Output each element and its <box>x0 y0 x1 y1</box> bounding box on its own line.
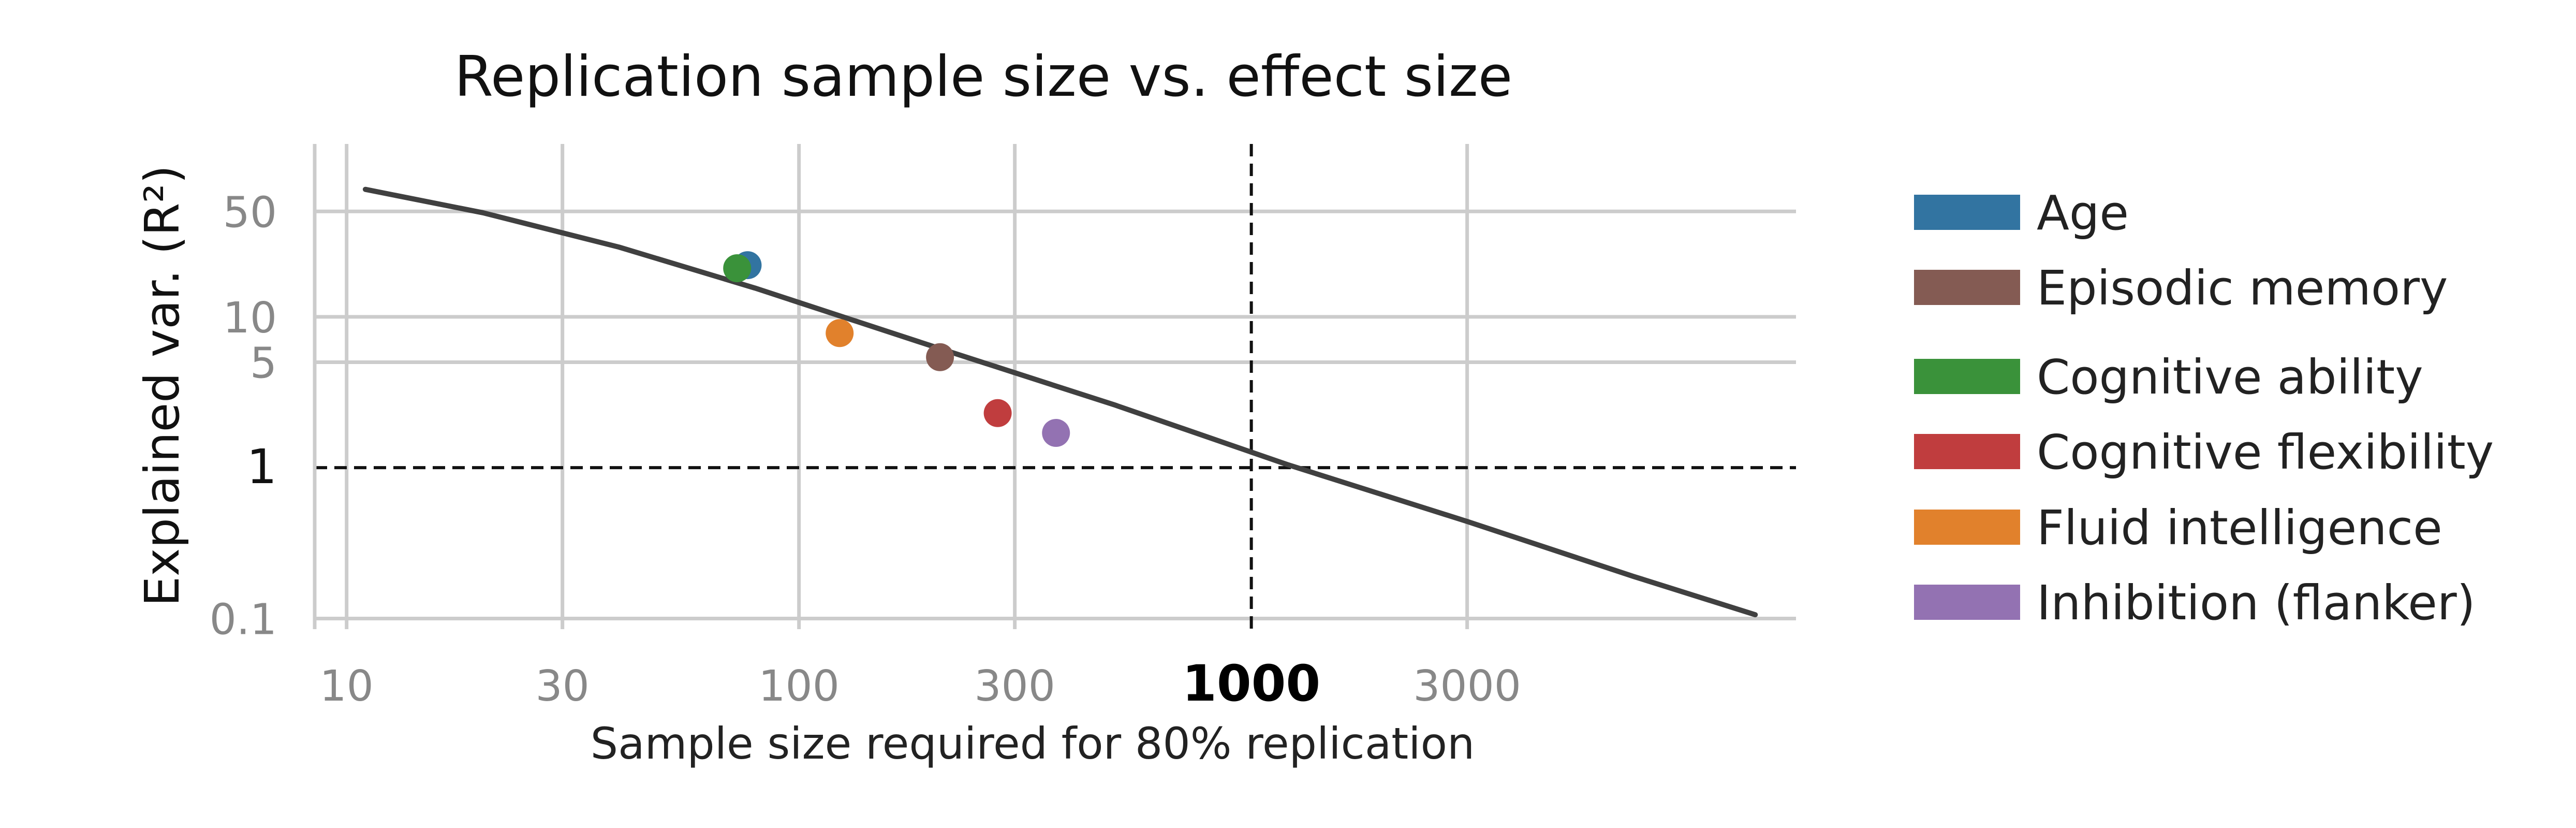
point-fluid-intelligence <box>826 319 854 347</box>
x-axis-label: Sample size required for 80% replication <box>591 718 1475 769</box>
y-axis-label: Explained var. (R²) <box>135 165 190 606</box>
x-tick-label-300: 300 <box>974 662 1055 711</box>
reference-lines <box>315 144 1796 629</box>
x-tick-label-30: 30 <box>536 662 590 711</box>
point-cognitive-flexibility <box>983 399 1012 427</box>
legend-swatch-fluid-intelligence <box>1914 510 2020 545</box>
x-tick-label-3000: 3000 <box>1413 662 1521 711</box>
legend: Age Episodic memory Cognitive ability Cogni… <box>1914 185 2494 631</box>
point-inhibition-flanker <box>1042 419 1070 447</box>
legend-label-cognitive-ability: Cognitive ability <box>2037 350 2423 405</box>
y-tick-label-10: 10 <box>223 294 277 343</box>
legend-label-fluid-intelligence: Fluid intelligence <box>2037 500 2442 556</box>
point-cognitive-ability <box>723 254 752 282</box>
fit-curve-line <box>362 186 1758 618</box>
x-tick-labels: 10 30 100 300 1000 3000 <box>320 655 1521 713</box>
y-tick-label-5: 5 <box>250 339 277 388</box>
point-episodic-memory <box>926 343 954 371</box>
y-tick-label-50: 50 <box>223 188 277 237</box>
chart-title: Replication sample size vs. effect size <box>454 45 1512 109</box>
x-tick-label-10: 10 <box>320 662 374 711</box>
legend-label-inhibition-flanker: Inhibition (flanker) <box>2037 575 2476 631</box>
y-tick-labels: 0.1 1 510 50 <box>210 188 277 644</box>
x-tick-label-1000: 1000 <box>1182 655 1320 713</box>
data-points <box>723 251 1070 447</box>
y-tick-label-0.1: 0.1 <box>210 595 277 644</box>
y-tick-label-1: 1 <box>246 439 277 495</box>
legend-label-episodic-memory: Episodic memory <box>2037 260 2448 316</box>
legend-swatch-age <box>1914 195 2020 230</box>
x-tick-label-100: 100 <box>758 662 840 711</box>
legend-swatch-cognitive-ability <box>1914 359 2020 394</box>
legend-swatch-inhibition-flanker <box>1914 585 2020 620</box>
legend-label-cognitive-flexibility: Cognitive flexibility <box>2037 425 2494 480</box>
legend-swatch-episodic-memory <box>1914 270 2020 305</box>
legend-swatch-cognitive-flexibility <box>1914 434 2020 469</box>
grid <box>315 144 1796 629</box>
legend-label-age: Age <box>2037 185 2129 241</box>
fit-curve <box>362 186 1758 618</box>
